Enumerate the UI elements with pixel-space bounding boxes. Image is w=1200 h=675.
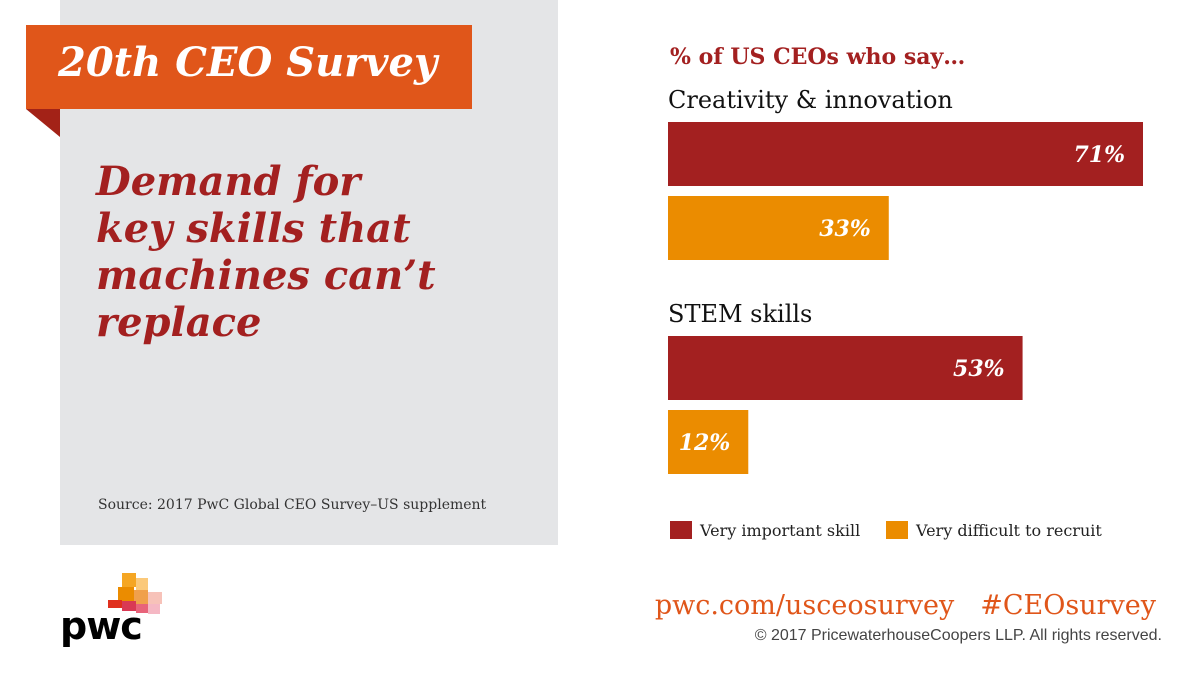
bar-value-label: 71% xyxy=(1073,142,1125,168)
bar-stem-difficult xyxy=(668,410,749,474)
survey-url-link[interactable]: pwc.com/usceosurvey xyxy=(654,590,955,621)
title-banner: 20th CEO Survey xyxy=(26,25,472,109)
headline: Demand for key skills that machines can’… xyxy=(96,158,536,346)
legend-item-difficult: Very difficult to recruit xyxy=(886,521,1102,540)
headline-line: replace xyxy=(96,299,262,346)
bar-creativity-difficult xyxy=(668,196,889,260)
copyright: © 2017 PricewaterhouseCoopers LLP. All r… xyxy=(754,627,1162,644)
pwc-logo-word: pwc xyxy=(60,604,143,648)
category-label: STEM skills xyxy=(668,300,812,328)
legend-item-important: Very important skill xyxy=(670,521,860,540)
hashtag: #CEOsurvey xyxy=(980,590,1156,621)
pwc-logo-mark-icon xyxy=(108,573,162,614)
bar-chart: Creativity & innovation 71% 33% STEM ski… xyxy=(668,86,1143,474)
legend-swatch xyxy=(670,521,692,539)
bar-stem-important xyxy=(668,336,1023,400)
bar-value-label: 33% xyxy=(819,216,871,242)
legend-swatch xyxy=(886,521,908,539)
legend-label: Very important skill xyxy=(700,521,861,540)
banner-fold xyxy=(26,109,60,137)
legend-label: Very difficult to recruit xyxy=(916,521,1102,540)
bar-value-label: 12% xyxy=(679,430,731,456)
category-label: Creativity & innovation xyxy=(668,86,953,114)
banner-title: 20th CEO Survey xyxy=(58,39,438,86)
footer-links: pwc.com/usceosurvey #CEOsurvey xyxy=(655,590,1156,621)
headline-line: Demand for xyxy=(96,158,361,205)
source-note: Source: 2017 PwC Global CEO Survey–US su… xyxy=(98,497,487,513)
headline-line: key skills that xyxy=(96,205,411,252)
chart-title: % of US CEOs who say… xyxy=(670,44,966,70)
headline-line: machines can’t xyxy=(96,252,436,299)
bar-creativity-important xyxy=(668,122,1143,186)
bar-value-label: 53% xyxy=(953,356,1005,382)
